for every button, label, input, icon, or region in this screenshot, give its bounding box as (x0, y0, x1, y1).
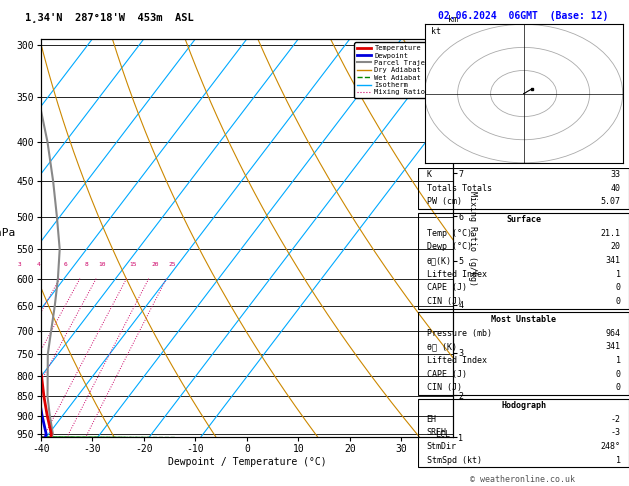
Text: kt: kt (431, 27, 441, 35)
Text: CAPE (J): CAPE (J) (426, 369, 467, 379)
Text: 1: 1 (616, 270, 621, 279)
Text: 0: 0 (616, 297, 621, 306)
Text: Temp (°C): Temp (°C) (426, 229, 472, 238)
Text: 1: 1 (616, 456, 621, 465)
Text: θᴇ(K): θᴇ(K) (426, 256, 452, 265)
Text: LCL: LCL (435, 430, 450, 439)
Text: 4: 4 (36, 262, 40, 267)
Text: 341: 341 (606, 256, 621, 265)
Text: Surface: Surface (506, 215, 541, 224)
Text: 20: 20 (151, 262, 159, 267)
Text: 0: 0 (616, 369, 621, 379)
Text: 6: 6 (64, 262, 68, 267)
Text: θᴇ (K): θᴇ (K) (426, 342, 457, 351)
Text: 40: 40 (611, 184, 621, 193)
Text: K: K (426, 170, 431, 179)
Text: CAPE (J): CAPE (J) (426, 283, 467, 293)
Text: Hodograph: Hodograph (501, 401, 546, 410)
Text: © weatheronline.co.uk: © weatheronline.co.uk (470, 474, 574, 484)
Bar (418, 399, 629, 467)
Bar (418, 213, 629, 309)
Legend: Temperature, Dewpoint, Parcel Trajectory, Dry Adiabat, Wet Adiabat, Isotherm, Mi: Temperature, Dewpoint, Parcel Trajectory… (354, 42, 449, 98)
Text: 21.1: 21.1 (601, 229, 621, 238)
Text: -3: -3 (611, 428, 621, 437)
Text: Lifted Index: Lifted Index (426, 270, 487, 279)
Bar (418, 168, 629, 209)
Bar (418, 312, 629, 395)
Text: 341: 341 (606, 342, 621, 351)
Text: 15: 15 (129, 262, 136, 267)
Text: 0: 0 (616, 283, 621, 293)
Text: 248°: 248° (601, 442, 621, 451)
Text: 3: 3 (18, 262, 21, 267)
Text: 33: 33 (611, 170, 621, 179)
Text: SREH: SREH (426, 428, 447, 437)
Text: Lifted Index: Lifted Index (426, 356, 487, 365)
Text: -2: -2 (611, 415, 621, 424)
Text: 02.06.2024  06GMT  (Base: 12): 02.06.2024 06GMT (Base: 12) (438, 11, 609, 21)
Text: 8: 8 (84, 262, 88, 267)
Text: StmDir: StmDir (426, 442, 457, 451)
Text: Most Unstable: Most Unstable (491, 315, 556, 324)
Text: CIN (J): CIN (J) (426, 297, 462, 306)
Text: Dewp (°C): Dewp (°C) (426, 243, 472, 251)
Text: 20: 20 (611, 243, 621, 251)
Text: Pressure (mb): Pressure (mb) (426, 329, 492, 337)
Y-axis label: hPa: hPa (0, 228, 15, 238)
Text: 0: 0 (616, 383, 621, 392)
Text: EH: EH (426, 415, 437, 424)
Text: 1¸34'N  287°18'W  453m  ASL: 1¸34'N 287°18'W 453m ASL (25, 12, 194, 22)
Text: 5.07: 5.07 (601, 197, 621, 207)
Text: 10: 10 (99, 262, 106, 267)
Text: StmSpd (kt): StmSpd (kt) (426, 456, 482, 465)
Text: 964: 964 (606, 329, 621, 337)
Text: km
ASL: km ASL (445, 16, 460, 35)
Y-axis label: Mixing Ratio (g/kg): Mixing Ratio (g/kg) (469, 191, 477, 286)
Text: CIN (J): CIN (J) (426, 383, 462, 392)
Text: 25: 25 (169, 262, 176, 267)
Text: 1: 1 (616, 356, 621, 365)
Text: Totals Totals: Totals Totals (426, 184, 492, 193)
Text: PW (cm): PW (cm) (426, 197, 462, 207)
X-axis label: Dewpoint / Temperature (°C): Dewpoint / Temperature (°C) (167, 457, 326, 467)
